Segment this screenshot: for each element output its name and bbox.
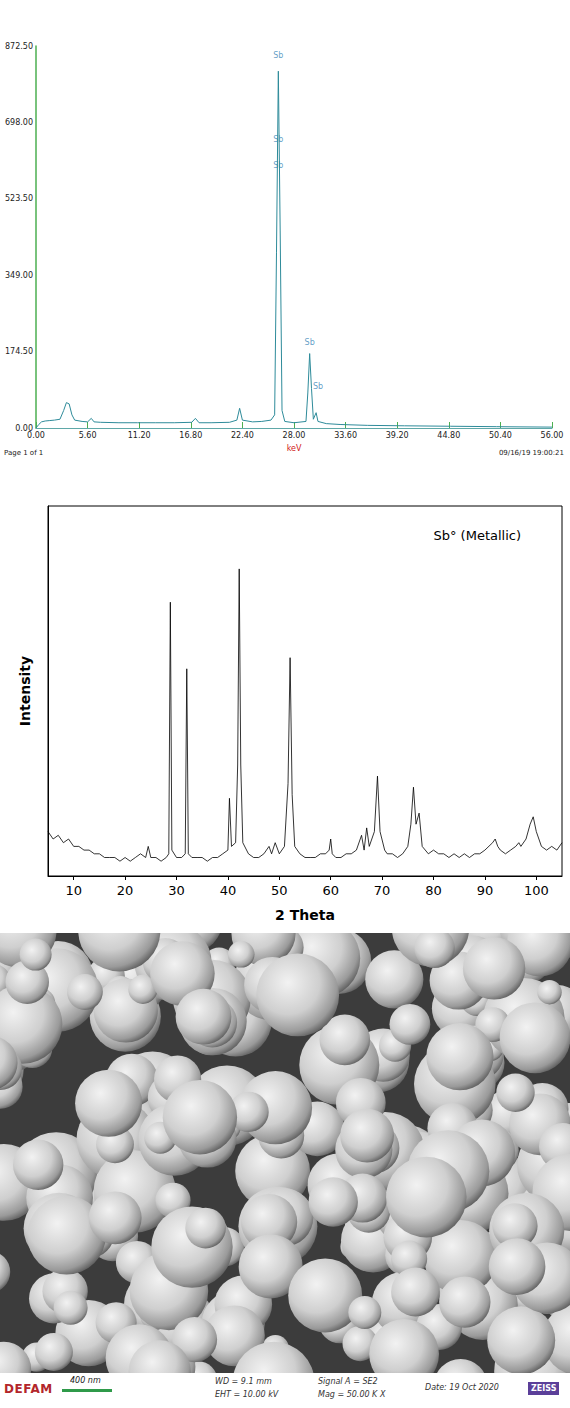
svg-text:40: 40: [220, 883, 237, 898]
svg-text:56.00: 56.00: [541, 431, 564, 440]
svg-text:33.60: 33.60: [334, 431, 357, 440]
svg-text:698.00: 698.00: [5, 118, 33, 127]
svg-text:0.00: 0.00: [27, 431, 45, 440]
html-text:EHT = 10.00 kV: EHT = 10.00 kV: [215, 1390, 279, 1399]
svg-text:28.00: 28.00: [283, 431, 306, 440]
svg-text:90: 90: [477, 883, 494, 898]
svg-text:44.80: 44.80: [437, 431, 460, 440]
svg-text:39.20: 39.20: [386, 431, 409, 440]
svg-text:70: 70: [374, 883, 391, 898]
svg-text:174.50: 174.50: [5, 347, 33, 356]
svg-text:Sb° (Metallic): Sb° (Metallic): [433, 528, 521, 543]
svg-text:349.00: 349.00: [5, 271, 33, 280]
html-text:Mag = 50.00 K X: Mag = 50.00 K X: [318, 1390, 386, 1399]
svg-text:2 Theta: 2 Theta: [275, 907, 335, 923]
svg-text:872.50: 872.50: [5, 42, 33, 51]
html-text:ZEISS: ZEISS: [531, 1384, 557, 1393]
svg-text:30: 30: [168, 883, 185, 898]
svg-text:16.80: 16.80: [179, 431, 202, 440]
svg-text:09/16/19 19:00:21: 09/16/19 19:00:21: [499, 449, 564, 457]
html-text:DEFAM: DEFAM: [4, 1382, 53, 1396]
svg-text:11.20: 11.20: [128, 431, 151, 440]
svg-text:523.50: 523.50: [5, 194, 33, 203]
html-text:Date: 19 Oct 2020: Date: 19 Oct 2020: [425, 1383, 499, 1392]
svg-text:22.40: 22.40: [231, 431, 254, 440]
html-text:400 nm: 400 nm: [70, 1376, 101, 1385]
svg-text:100: 100: [524, 883, 549, 898]
svg-text:Page 1 of 1: Page 1 of 1: [4, 449, 43, 457]
svg-text:50.40: 50.40: [489, 431, 512, 440]
svg-text:80: 80: [425, 883, 442, 898]
svg-text:Sb: Sb: [273, 161, 283, 170]
svg-text:10: 10: [65, 883, 82, 898]
svg-text:Intensity: Intensity: [17, 656, 33, 726]
svg-text:Sb: Sb: [273, 51, 283, 60]
html-text:Signal A = SE2: Signal A = SE2: [318, 1377, 378, 1386]
svg-text:60: 60: [322, 883, 339, 898]
svg-text:Sb: Sb: [313, 382, 323, 391]
svg-text:50: 50: [271, 883, 288, 898]
html-text:WD = 9.1 mm: WD = 9.1 mm: [215, 1377, 272, 1386]
svg-text:5.60: 5.60: [79, 431, 97, 440]
svg-text:0.00: 0.00: [15, 423, 33, 433]
svg-text:20: 20: [117, 883, 134, 898]
svg-text:Sb: Sb: [305, 338, 315, 347]
svg-text:keV: keV: [287, 444, 302, 453]
svg-text:Sb: Sb: [273, 135, 283, 144]
